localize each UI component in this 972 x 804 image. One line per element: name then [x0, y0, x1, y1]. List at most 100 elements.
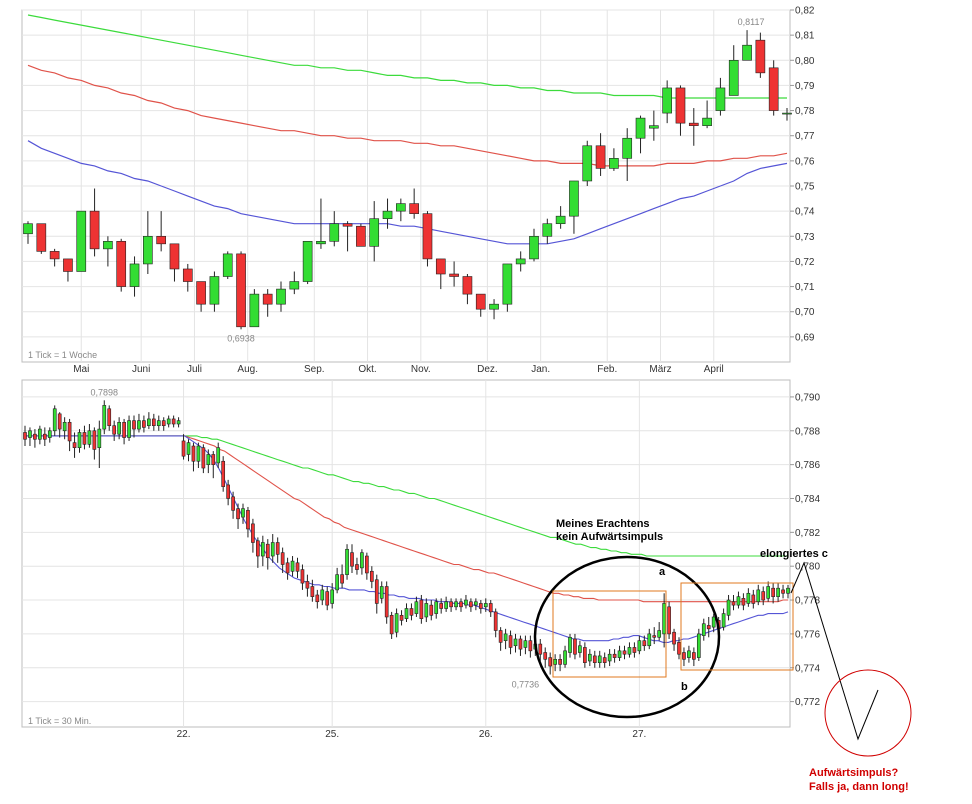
- candle: [186, 439, 191, 462]
- candle-body-up: [702, 117, 712, 126]
- candle: [356, 223, 366, 247]
- candle: [459, 598, 463, 612]
- candle: [36, 223, 47, 254]
- candle: [582, 140, 593, 186]
- candle: [761, 586, 766, 606]
- candle: [529, 228, 539, 262]
- candle: [568, 633, 572, 658]
- candle-body-down: [761, 591, 766, 601]
- candle-body-down: [63, 258, 73, 272]
- candle-body-down: [236, 508, 240, 520]
- candle-body-up: [103, 241, 113, 250]
- candle: [151, 413, 156, 431]
- candle: [127, 415, 131, 441]
- weekly-chart-labels: 0,82 0,81 0,80 0,79 0,78 0,77 0,76 0,75 0,74 0,73…: [73, 6, 815, 376]
- candle-body-down: [642, 640, 647, 647]
- candle-body-up: [569, 180, 579, 217]
- candle: [607, 649, 612, 667]
- candle: [721, 608, 726, 631]
- candle: [498, 627, 503, 651]
- candle-body-up: [127, 420, 131, 438]
- candle: [542, 218, 553, 244]
- candle: [746, 588, 751, 607]
- annotation-question-line2: Falls ja, dann long!: [809, 781, 909, 793]
- candle-body-down: [677, 642, 681, 655]
- x-tick-label: Feb.: [597, 364, 617, 375]
- candle: [76, 210, 87, 272]
- x-tick-label: Dez.: [477, 364, 498, 375]
- candle: [325, 586, 330, 611]
- candle-body-down: [161, 420, 166, 427]
- candle: [122, 418, 126, 445]
- candle-body-down: [300, 569, 305, 584]
- x-tick-label: Sep.: [304, 364, 325, 375]
- candle: [310, 579, 315, 602]
- y-tick-label: 0,79: [795, 81, 815, 92]
- candle-body-up: [77, 432, 82, 449]
- candle-body-down: [682, 652, 686, 660]
- candle: [72, 432, 77, 458]
- candle: [502, 263, 513, 312]
- candle-body-up: [444, 601, 448, 609]
- candle-body-down: [92, 430, 97, 450]
- candle: [435, 258, 446, 290]
- candle-body-down: [595, 145, 606, 169]
- candle: [394, 608, 399, 638]
- x-tick-label: 26.: [479, 729, 493, 740]
- candle-body-up: [568, 636, 572, 653]
- y-tick-label: 0,80: [795, 56, 815, 67]
- candle-body-up: [143, 235, 153, 265]
- candle: [201, 444, 206, 474]
- candle-body-down: [356, 225, 366, 247]
- candle: [166, 415, 171, 428]
- candle-body-down: [325, 591, 330, 606]
- candle-body-up: [523, 640, 528, 648]
- candle-body-up: [553, 658, 557, 665]
- candle: [67, 418, 72, 452]
- candle: [612, 649, 617, 663]
- candle: [389, 611, 394, 639]
- candle-body-up: [555, 215, 566, 225]
- x-tick-label: Juli: [187, 364, 202, 375]
- candle: [206, 449, 211, 474]
- candle: [728, 45, 739, 96]
- candle-body-down: [221, 460, 226, 487]
- candle: [627, 642, 632, 658]
- candle: [558, 654, 562, 672]
- candle-body-up: [97, 428, 102, 449]
- candle-body-up: [176, 420, 181, 425]
- candle: [342, 221, 353, 252]
- candle-body-up: [627, 647, 632, 655]
- candle-body-down: [33, 433, 37, 440]
- candle: [374, 574, 379, 614]
- candle-body-down: [196, 281, 206, 305]
- candle: [503, 628, 508, 650]
- candle: [302, 241, 313, 285]
- candle-body-up: [186, 442, 191, 455]
- candle: [478, 600, 483, 614]
- candle-body-up: [513, 638, 518, 647]
- candle: [280, 547, 285, 573]
- candle: [33, 429, 37, 448]
- low-value-label: 0,6938: [227, 333, 255, 343]
- candle-body-up: [360, 552, 364, 569]
- annotation-red-circle: [824, 669, 912, 757]
- candle-body-up: [502, 263, 513, 305]
- candle: [236, 251, 246, 330]
- candle: [196, 281, 206, 312]
- candle-body-up: [647, 633, 652, 647]
- candle-body-down: [688, 122, 699, 126]
- candle: [469, 598, 473, 612]
- y-tick-label: 0,81: [795, 31, 815, 42]
- candle-body-up: [166, 418, 171, 425]
- weekly-chart-tick-note: 1 Tick = 1 Woche: [28, 350, 97, 360]
- candle-body-up: [23, 223, 33, 235]
- candle-body-down: [652, 635, 657, 638]
- candle-body-up: [657, 630, 662, 638]
- y-tick-label: 0,72: [795, 257, 815, 268]
- candle-body-down: [528, 640, 533, 652]
- annotation-label-elongated-c: elongiertes c: [760, 548, 828, 560]
- weekly-chart-moving-averages: [27, 14, 788, 245]
- candle-body-down: [399, 614, 404, 621]
- candle: [23, 425, 27, 447]
